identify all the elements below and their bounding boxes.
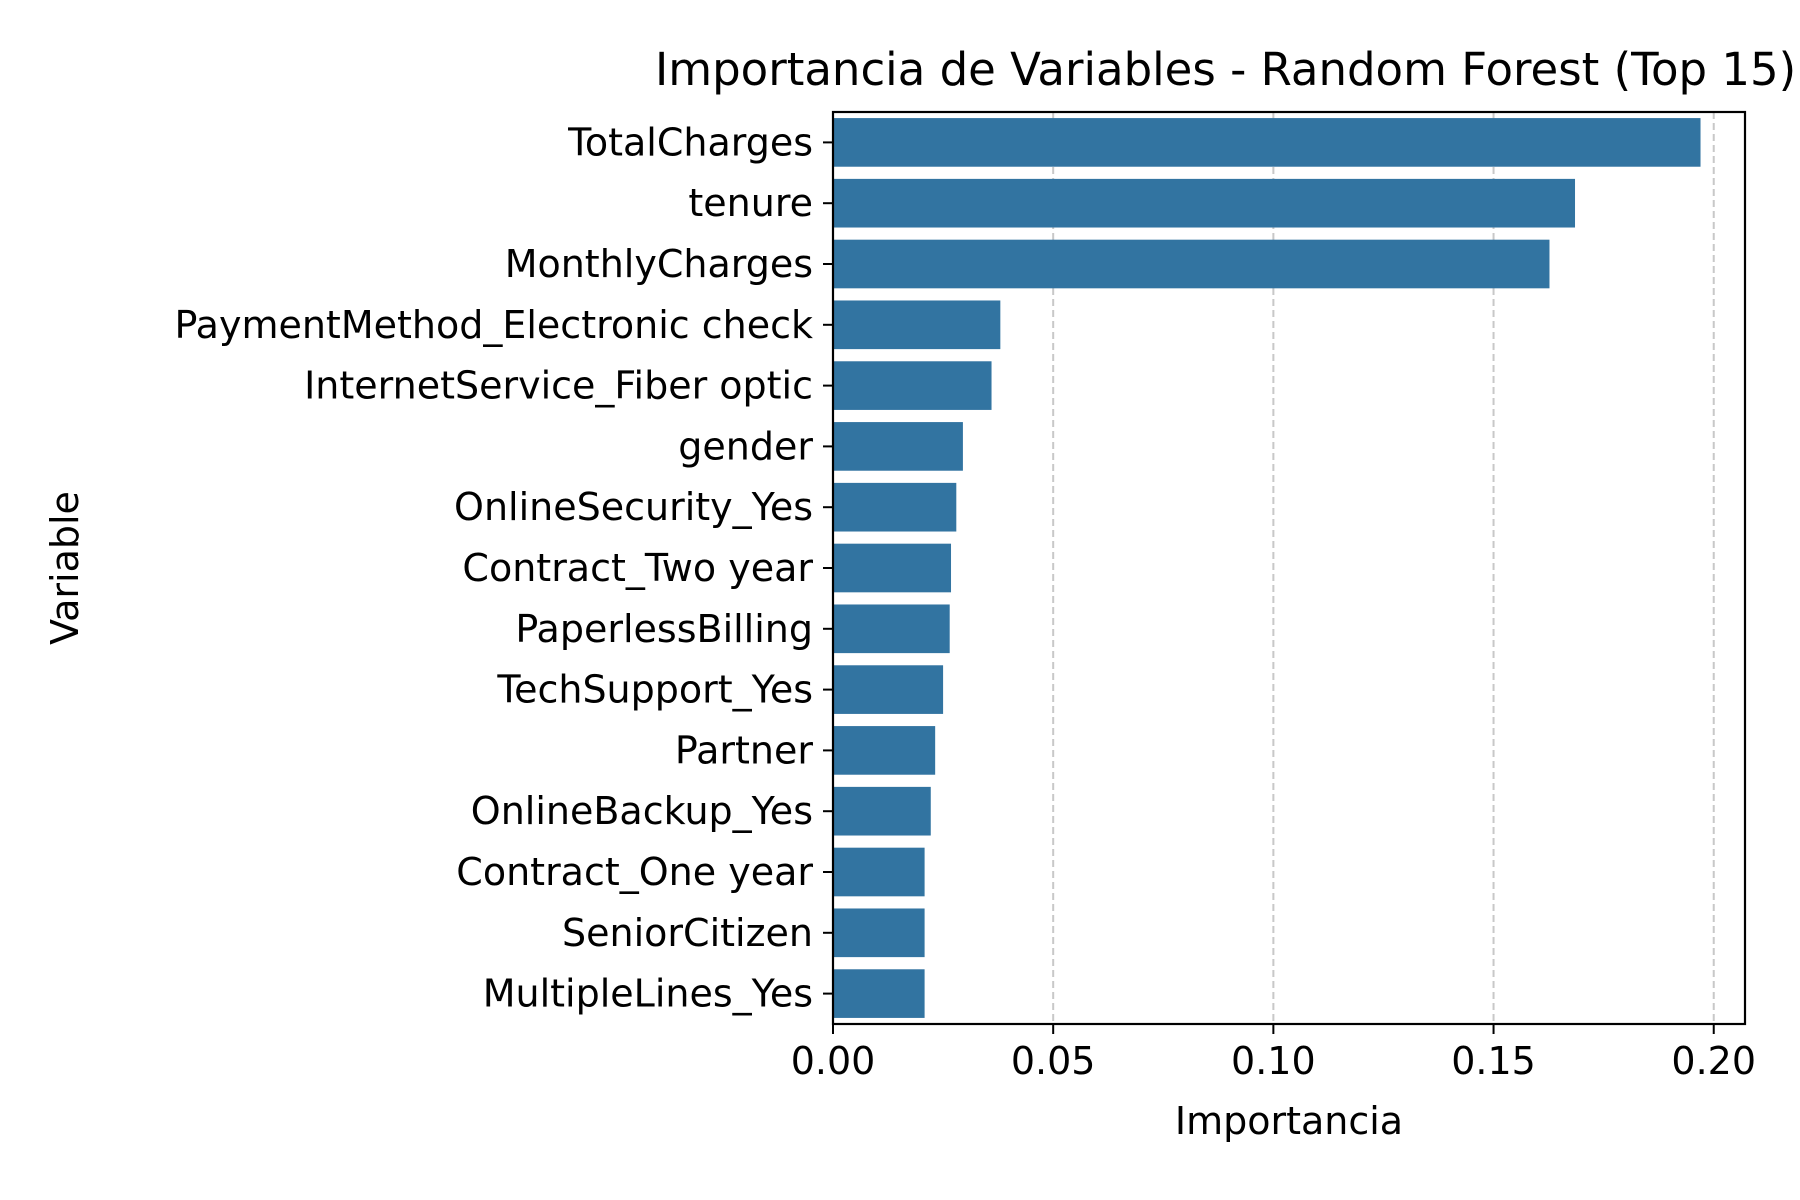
bar: [833, 786, 931, 836]
y-axis-ticks: TotalCharges tenure MonthlyCharges PaymentM…: [174, 120, 833, 1016]
bar: [833, 239, 1550, 289]
y-tick-label: OnlineBackup_Yes: [471, 789, 813, 833]
y-tick-label: OnlineSecurity_Yes: [454, 485, 813, 529]
x-axis-title: Importancia: [1175, 1099, 1403, 1143]
y-tick-label: gender: [678, 424, 813, 468]
y-tick-label: Contract_One year: [456, 850, 813, 894]
y-tick-label: TotalCharges: [567, 120, 813, 164]
x-tick-label: 0.10: [1231, 1039, 1316, 1083]
bar: [833, 543, 952, 593]
bar: [833, 178, 1576, 228]
y-tick-label: InternetService_Fiber optic: [304, 364, 813, 408]
bar: [833, 118, 1701, 167]
bar: [833, 300, 1001, 350]
x-tick-label: 0.05: [1011, 1039, 1096, 1083]
x-tick-label: 0.00: [791, 1039, 876, 1083]
y-tick-label: tenure: [688, 181, 813, 225]
bar: [833, 361, 992, 410]
y-tick-label: Contract_Two year: [462, 546, 813, 590]
y-tick-label: MonthlyCharges: [505, 242, 813, 286]
bar: [833, 604, 950, 654]
y-tick-label: PaymentMethod_Electronic check: [174, 303, 813, 347]
bar: [833, 665, 944, 714]
x-axis-ticks: 0.00 0.05 0.10 0.15 0.20: [791, 1024, 1756, 1083]
bar: [833, 908, 925, 958]
x-tick-label: 0.15: [1451, 1039, 1536, 1083]
y-axis-title: Variable: [43, 491, 87, 645]
bars: [833, 118, 1701, 1018]
bar: [833, 422, 963, 471]
bar: [833, 847, 925, 897]
x-tick-label: 0.20: [1671, 1039, 1756, 1083]
y-tick-label: TechSupport_Yes: [496, 668, 813, 712]
chart-title: Importancia de Variables - Random Forest…: [655, 43, 1796, 96]
grid-lines: [1052, 112, 1715, 1024]
y-tick-label: SeniorCitizen: [562, 911, 813, 955]
y-tick-label: MultipleLines_Yes: [483, 972, 813, 1016]
y-tick-label: Partner: [675, 728, 813, 772]
bar: [833, 726, 936, 775]
y-tick-label: PaperlessBilling: [515, 607, 813, 651]
bar: [833, 969, 925, 1018]
bar: [833, 482, 957, 532]
